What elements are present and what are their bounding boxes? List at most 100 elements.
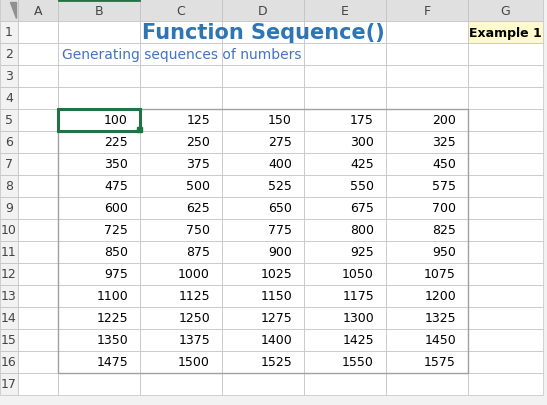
Bar <box>386 22 468 44</box>
Text: Example 1: Example 1 <box>469 26 542 39</box>
Text: F: F <box>423 4 430 17</box>
Bar <box>468 198 543 220</box>
Text: 1025: 1025 <box>260 268 292 281</box>
Bar <box>18 175 58 198</box>
Text: 3: 3 <box>5 70 13 83</box>
Bar <box>58 22 140 44</box>
Text: E: E <box>341 4 349 17</box>
Text: 525: 525 <box>268 180 292 193</box>
Text: 13: 13 <box>1 290 17 303</box>
Bar <box>0 110 18 132</box>
Bar <box>18 329 58 351</box>
Bar <box>468 373 543 395</box>
Bar <box>58 110 468 373</box>
Bar <box>18 241 58 263</box>
Bar <box>222 44 304 66</box>
Bar <box>468 0 543 22</box>
Bar <box>386 285 468 307</box>
Bar <box>0 44 18 66</box>
Text: 200: 200 <box>432 114 456 127</box>
Text: 800: 800 <box>350 224 374 237</box>
Text: 725: 725 <box>104 224 128 237</box>
Bar <box>0 198 18 220</box>
Bar <box>18 44 58 66</box>
Text: 1075: 1075 <box>424 268 456 281</box>
Text: 550: 550 <box>350 180 374 193</box>
Bar <box>140 66 222 88</box>
Text: 900: 900 <box>268 246 292 259</box>
Bar <box>0 263 18 285</box>
Text: D: D <box>258 4 268 17</box>
Text: 1575: 1575 <box>424 356 456 369</box>
Text: 650: 650 <box>268 202 292 215</box>
Text: 1000: 1000 <box>178 268 210 281</box>
Bar <box>222 22 304 44</box>
Text: 875: 875 <box>186 246 210 259</box>
Text: 15: 15 <box>1 334 17 347</box>
Bar <box>304 220 386 241</box>
Text: 1375: 1375 <box>178 334 210 347</box>
Bar <box>140 132 222 153</box>
Bar <box>386 132 468 153</box>
Bar <box>222 307 304 329</box>
Bar <box>222 373 304 395</box>
Bar <box>304 329 386 351</box>
Bar <box>386 373 468 395</box>
Bar <box>0 66 18 88</box>
Bar <box>304 110 386 132</box>
Text: 6: 6 <box>5 136 13 149</box>
Bar <box>140 329 222 351</box>
Text: 1200: 1200 <box>424 290 456 303</box>
Bar <box>222 153 304 175</box>
Bar <box>18 307 58 329</box>
Text: 7: 7 <box>5 158 13 171</box>
Bar <box>0 329 18 351</box>
Text: 1450: 1450 <box>424 334 456 347</box>
Bar <box>18 0 58 22</box>
Bar <box>386 351 468 373</box>
Bar <box>140 22 222 44</box>
Bar <box>140 175 222 198</box>
Text: 2: 2 <box>5 48 13 61</box>
Bar <box>58 0 140 22</box>
Text: 1100: 1100 <box>96 290 128 303</box>
Bar <box>140 285 222 307</box>
Bar <box>58 198 140 220</box>
Bar <box>58 44 140 66</box>
Bar <box>58 285 140 307</box>
Bar <box>140 351 222 373</box>
Bar <box>18 220 58 241</box>
Text: 225: 225 <box>104 136 128 149</box>
Text: 500: 500 <box>186 180 210 193</box>
Bar <box>0 0 18 22</box>
Text: 14: 14 <box>1 312 17 325</box>
Bar <box>304 88 386 110</box>
Bar <box>468 285 543 307</box>
Text: 700: 700 <box>432 202 456 215</box>
Text: 1175: 1175 <box>342 290 374 303</box>
Bar <box>0 153 18 175</box>
Bar <box>468 351 543 373</box>
Bar <box>304 351 386 373</box>
Text: 450: 450 <box>432 158 456 171</box>
Text: 1525: 1525 <box>260 356 292 369</box>
Bar <box>222 263 304 285</box>
Bar <box>304 153 386 175</box>
Text: A: A <box>34 4 42 17</box>
Bar <box>58 110 140 132</box>
Bar <box>222 110 304 132</box>
Bar <box>58 241 140 263</box>
Bar <box>386 153 468 175</box>
Bar <box>0 220 18 241</box>
Bar <box>140 220 222 241</box>
Bar <box>468 241 543 263</box>
Bar <box>468 132 543 153</box>
Bar <box>304 175 386 198</box>
Text: C: C <box>177 4 185 17</box>
Text: 1050: 1050 <box>342 268 374 281</box>
Bar <box>58 175 140 198</box>
Bar <box>386 175 468 198</box>
Bar <box>0 285 18 307</box>
Bar <box>222 0 304 22</box>
Text: 1550: 1550 <box>342 356 374 369</box>
